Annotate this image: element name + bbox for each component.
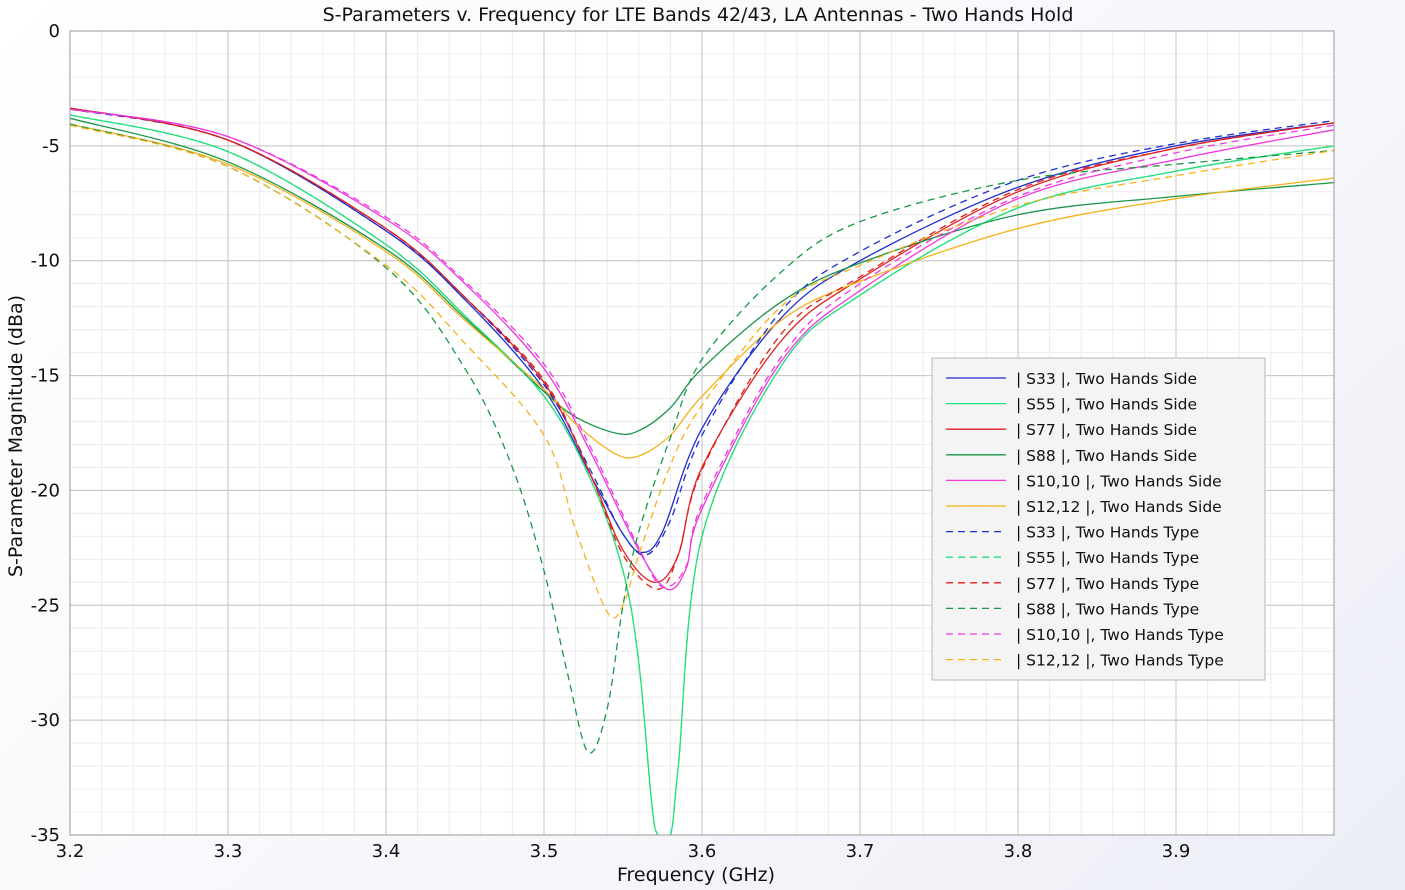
- legend-label: | S88 |, Two Hands Type: [1016, 600, 1199, 618]
- x-tick-label: 3.4: [372, 841, 401, 862]
- legend-label: | S88 |, Two Hands Side: [1016, 447, 1197, 465]
- y-tick-label: -25: [31, 595, 60, 616]
- series-line-4: [70, 117, 1334, 436]
- x-tick-label: 3.2: [56, 841, 85, 862]
- legend-label: | S33 |, Two Hands Side: [1016, 370, 1197, 388]
- x-tick-label: 3.9: [1162, 841, 1191, 862]
- legend-label: | S55 |, Two Hands Side: [1016, 396, 1197, 414]
- y-tick-label: -35: [31, 825, 60, 846]
- y-tick-label: 0: [49, 21, 60, 42]
- y-tick-label: -30: [31, 710, 60, 731]
- y-tick-label: -20: [31, 480, 60, 501]
- legend-label: | S33 |, Two Hands Type: [1016, 524, 1199, 542]
- x-tick-label: 3.7: [846, 841, 875, 862]
- legend-label: | S55 |, Two Hands Type: [1016, 549, 1199, 567]
- x-tick-label: 3.8: [1004, 841, 1033, 862]
- legend-box: [931, 357, 1266, 681]
- x-tick-label: 3.3: [214, 841, 243, 862]
- legend-label: | S77 |, Two Hands Type: [1016, 575, 1199, 593]
- series-line-6: [70, 123, 1334, 459]
- x-tick-label: 3.6: [688, 841, 717, 862]
- series-line-1: [70, 107, 1334, 554]
- y-tick-label: -5: [42, 136, 60, 157]
- y-tick-label: -10: [31, 251, 60, 272]
- series-line-8: [70, 114, 1334, 835]
- x-tick-label: 3.5: [530, 841, 559, 862]
- legend-label: | S12,12 |, Two Hands Type: [1016, 652, 1224, 670]
- series-line-11: [70, 108, 1334, 589]
- legend-label: | S10,10 |, Two Hands Side: [1016, 472, 1222, 490]
- series-line-12: [70, 124, 1334, 619]
- chart-title: S-Parameters v. Frequency for LTE Bands …: [323, 4, 1074, 26]
- x-axis-label: Frequency (GHz): [617, 864, 775, 886]
- series-line-7: [70, 108, 1334, 556]
- series-line-5: [70, 108, 1334, 591]
- legend-label: | S77 |, Two Hands Side: [1016, 421, 1197, 439]
- series-line-9: [70, 107, 1334, 590]
- y-tick-label: -15: [31, 366, 60, 387]
- plot-border: [69, 30, 1335, 836]
- legend-label: | S10,10 |, Two Hands Type: [1016, 626, 1224, 644]
- series-group: [70, 107, 1334, 835]
- y-axis-label: S-Parameter Magnitude (dBa): [5, 295, 27, 577]
- legend: | S33 |, Two Hands Side | S55 |, Two Hand…: [931, 357, 1266, 681]
- series-line-10: [70, 123, 1334, 754]
- legend-label: | S12,12 |, Two Hands Side: [1016, 498, 1222, 516]
